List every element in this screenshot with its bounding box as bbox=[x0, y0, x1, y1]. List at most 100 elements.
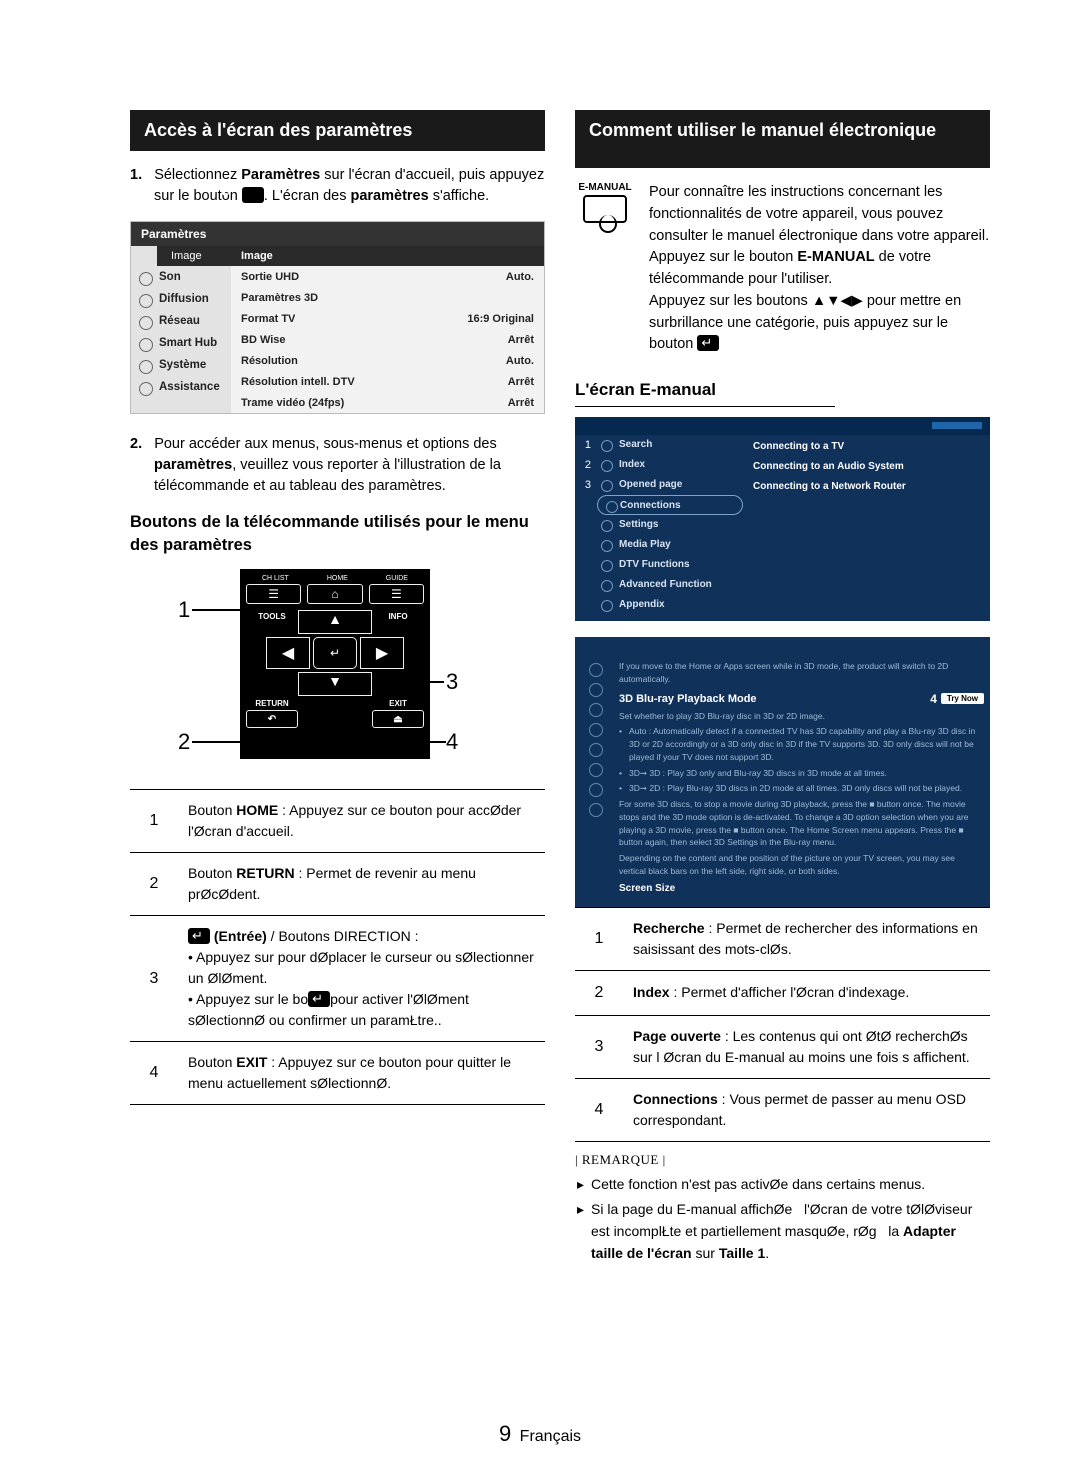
left-column: Accès à l'écran des paramètres 1. Sélect… bbox=[130, 110, 545, 1268]
panel-callout: 1 bbox=[575, 435, 593, 455]
right-button[interactable]: ▶ bbox=[360, 637, 404, 669]
row-idx: 1 bbox=[575, 907, 623, 970]
row-desc: (Entrée) / Boutons DIRECTION : • Appuyez… bbox=[178, 916, 545, 1042]
remote-label: HOME bbox=[327, 575, 348, 582]
settings-main: Image Sortie UHDAuto. Paramètres 3D Form… bbox=[231, 246, 544, 413]
setting-label[interactable]: Trame vidéo (24fps) bbox=[231, 392, 421, 413]
sidebar-item[interactable]: Son bbox=[131, 266, 231, 288]
sidebar-header: Image bbox=[157, 246, 231, 266]
panel2-line: 3D➞ 2D : Play Blu-ray 3D discs in 2D mod… bbox=[619, 782, 984, 795]
row-idx: 3 bbox=[575, 1015, 623, 1078]
right-heading: Comment utiliser le manuel électronique bbox=[575, 110, 990, 168]
left-heading: Accès à l'écran des paramètres bbox=[130, 110, 545, 151]
enter-icon bbox=[242, 187, 264, 203]
remarque-label: REMARQUE bbox=[575, 1152, 990, 1168]
sidebar-item[interactable]: Smart Hub bbox=[131, 332, 231, 354]
page-language: Français bbox=[520, 1428, 581, 1445]
sidebar-item[interactable]: Système bbox=[131, 354, 231, 376]
setting-label[interactable]: Paramètres 3D bbox=[231, 287, 421, 308]
step1-num: 1. bbox=[130, 167, 142, 183]
em-content-item[interactable]: Connecting to a Network Router bbox=[753, 477, 980, 497]
remote-subheading: Boutons de la télécommande utilisés pour… bbox=[130, 511, 545, 557]
row-idx: 1 bbox=[130, 790, 178, 853]
enter-icon bbox=[308, 991, 330, 1007]
setting-label[interactable]: Sortie UHD bbox=[231, 266, 421, 287]
setting-label[interactable]: BD Wise bbox=[231, 329, 421, 350]
exit-button[interactable]: ⏏ bbox=[372, 710, 424, 728]
setting-value: Arrêt bbox=[421, 371, 544, 392]
em-menu-item[interactable]: Advanced Function bbox=[593, 575, 743, 595]
left-button[interactable]: ◀ bbox=[266, 637, 310, 669]
step2-num: 2. bbox=[130, 436, 142, 452]
enter-button[interactable]: ↵ bbox=[313, 637, 357, 669]
panel2-title: 3D Blu-ray Playback Mode bbox=[619, 693, 757, 705]
row-desc: Index : Permet d'afficher l'Øcran d'inde… bbox=[623, 970, 990, 1015]
step-2: 2. Pour accéder aux menus, sous-menus et… bbox=[130, 434, 545, 497]
sidebar-item[interactable]: Diffusion bbox=[131, 288, 231, 310]
emanual-hand-icon: E-MANUAL bbox=[575, 182, 635, 366]
guide-button[interactable]: ☰ bbox=[369, 584, 424, 604]
callout-1: 1 bbox=[178, 597, 190, 623]
return-label: RETURN bbox=[255, 699, 288, 708]
down-button[interactable]: ▼ bbox=[298, 672, 372, 696]
em-content-item[interactable]: Connecting to a TV bbox=[753, 437, 980, 457]
row-idx: 4 bbox=[130, 1042, 178, 1105]
row-desc: Connections : Vous permet de passer au m… bbox=[623, 1078, 990, 1141]
setting-label[interactable]: Format TV bbox=[231, 308, 421, 329]
em-menu-item[interactable]: DTV Functions bbox=[593, 555, 743, 575]
callout-2: 2 bbox=[178, 729, 190, 755]
setting-label[interactable]: Résolution intell. DTV bbox=[231, 371, 421, 392]
callout-3: 3 bbox=[446, 669, 458, 695]
panel2-line: Auto : Automatically detect if a connect… bbox=[619, 725, 984, 763]
callout-line bbox=[192, 609, 240, 611]
panel2-callout-4: 4 bbox=[930, 692, 937, 706]
note-item: Si la page du E-manual affichØe l'Øcran … bbox=[577, 1199, 990, 1264]
em-menu-item[interactable]: Settings bbox=[593, 515, 743, 535]
chlist-button[interactable]: ☰ bbox=[246, 584, 301, 604]
sidebar-item[interactable]: Réseau bbox=[131, 310, 231, 332]
emanual-intro: E-MANUAL Pour connaître les instructions… bbox=[575, 182, 990, 366]
em-menu-item[interactable]: Search bbox=[593, 435, 743, 455]
emanual-panel-nav: 1 2 3 Search Index Opened page Connectio… bbox=[575, 417, 990, 621]
panel2-line: Set whether to play 3D Blu-ray disc in 3… bbox=[619, 710, 984, 723]
row-idx: 4 bbox=[575, 1078, 623, 1141]
try-now-button[interactable]: Try Now bbox=[941, 693, 984, 704]
setting-value: Auto. bbox=[421, 266, 544, 287]
setting-value: Arrêt bbox=[421, 392, 544, 413]
panel2-line: If you move to the Home or Apps screen w… bbox=[619, 660, 984, 686]
up-button[interactable]: ▲ bbox=[298, 610, 372, 634]
home-button[interactable]: ⌂ bbox=[307, 584, 362, 604]
row-desc: Page ouverte : Les contenus qui ont ØtØ … bbox=[623, 1015, 990, 1078]
settings-main-header: Image bbox=[231, 246, 544, 266]
setting-value: Arrêt bbox=[421, 329, 544, 350]
setting-value bbox=[421, 287, 544, 308]
panel2-line: 3D➞ 3D : Play 3D only and Blu-ray 3D dis… bbox=[619, 767, 984, 780]
panel2-screensize: Screen Size bbox=[619, 881, 984, 896]
em-menu-item-active[interactable]: Connections bbox=[597, 495, 743, 515]
emanual-subheading: L'écran E-manual bbox=[575, 380, 835, 407]
sidebar-item[interactable]: Assistance bbox=[131, 376, 231, 398]
remote-illustration: 1 2 3 4 CH LIST HOME GUIDE ☰ ⌂ ☰ bbox=[130, 569, 545, 779]
em-menu-item[interactable]: Media Play bbox=[593, 535, 743, 555]
step-1: 1. Sélectionnez Paramètres sur l'écran d… bbox=[130, 165, 545, 207]
remote-label: CH LIST bbox=[262, 575, 289, 582]
info-label: INFO bbox=[372, 610, 424, 634]
callout-4: 4 bbox=[446, 729, 458, 755]
em-content-item[interactable]: Connecting to an Audio System bbox=[753, 457, 980, 477]
row-idx: 2 bbox=[575, 970, 623, 1015]
row-desc: Bouton HOME : Appuyez sur ce bouton pour… bbox=[178, 790, 545, 853]
return-button[interactable]: ↶ bbox=[246, 710, 298, 728]
settings-sidebar: Image Son Diffusion Réseau Smart Hub Sys… bbox=[131, 246, 231, 413]
page-footer: 9 Français bbox=[0, 1421, 1080, 1447]
row-idx: 3 bbox=[130, 916, 178, 1042]
row-desc: Bouton EXIT : Appuyez sur ce bouton pour… bbox=[178, 1042, 545, 1105]
panel-callout: 3 bbox=[575, 475, 593, 495]
remote-body: CH LIST HOME GUIDE ☰ ⌂ ☰ TOOLS ▲ INFO ◀ … bbox=[240, 569, 430, 759]
setting-value: 16:9 Original bbox=[421, 308, 544, 329]
em-menu-item[interactable]: Index bbox=[593, 455, 743, 475]
exit-label: EXIT bbox=[389, 699, 407, 708]
row-desc: Bouton RETURN : Permet de revenir au men… bbox=[178, 853, 545, 916]
em-menu-item[interactable]: Opened page bbox=[593, 475, 743, 495]
setting-label[interactable]: Résolution bbox=[231, 350, 421, 371]
em-menu-item[interactable]: Appendix bbox=[593, 595, 743, 615]
